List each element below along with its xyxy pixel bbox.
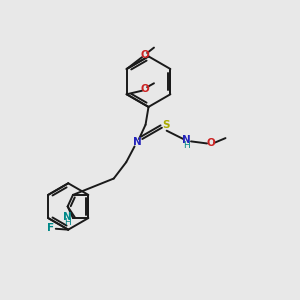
- Text: N: N: [182, 136, 190, 146]
- Text: S: S: [162, 120, 170, 130]
- Text: F: F: [47, 223, 55, 233]
- Text: O: O: [207, 138, 216, 148]
- Text: N: N: [133, 137, 142, 147]
- Text: H: H: [183, 141, 190, 150]
- Text: O: O: [141, 50, 149, 60]
- Text: O: O: [141, 84, 149, 94]
- Text: H: H: [64, 218, 71, 227]
- Text: N: N: [63, 212, 72, 223]
